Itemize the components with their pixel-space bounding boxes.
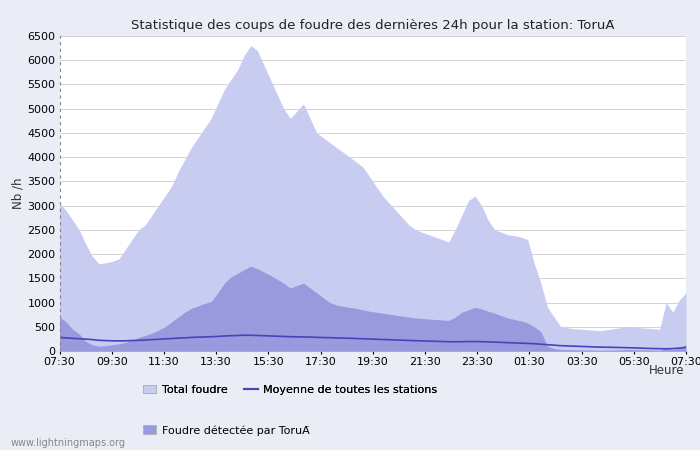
Text: Heure: Heure xyxy=(649,364,685,378)
Legend: Foudre détectée par ToruÄ: Foudre détectée par ToruÄ xyxy=(139,421,314,440)
Title: Statistique des coups de foudre des dernières 24h pour la station: ToruÄ: Statistique des coups de foudre des dern… xyxy=(131,19,615,32)
Y-axis label: Nb /h: Nb /h xyxy=(11,178,25,209)
Legend: Total foudre, Moyenne de toutes les stations: Total foudre, Moyenne de toutes les stat… xyxy=(139,380,442,400)
Text: www.lightningmaps.org: www.lightningmaps.org xyxy=(10,438,125,448)
